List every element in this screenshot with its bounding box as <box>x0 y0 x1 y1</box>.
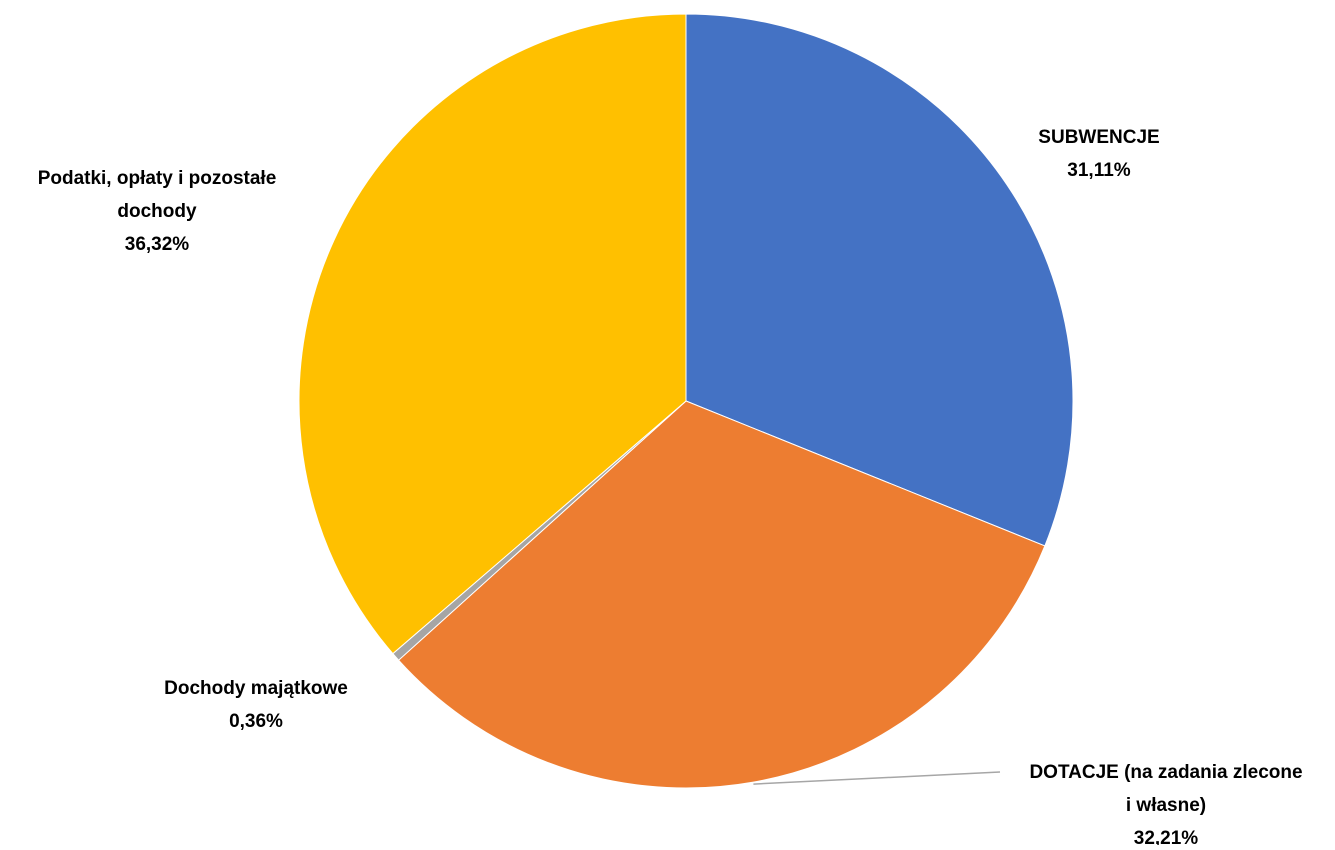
data-label-podatki: Podatki, opłaty i pozostałe dochody 36,32% <box>38 168 277 255</box>
data-label-value-subwencje: 31,11% <box>1067 160 1130 181</box>
data-label-value-dochody-majatkowe: 0,36% <box>229 711 283 732</box>
data-label-value-podatki: 36,32% <box>125 234 190 255</box>
pie-slice-subwencje <box>685 13 1074 547</box>
leader-lines <box>753 771 1001 785</box>
data-label-name-podatki: Podatki, opłaty i pozostałe <box>38 168 277 189</box>
data-label-dochody-majatkowe: Dochody majątkowe 0,36% <box>164 678 348 732</box>
pie-slice-podatki <box>298 13 687 655</box>
data-label-name-subwencje: SUBWENCJE <box>1038 127 1159 148</box>
data-label-value-dotacje: 32,21% <box>1134 828 1199 845</box>
pie-slices <box>298 13 1074 789</box>
data-labels: SUBWENCJE 31,11% DOTACJE (na zadania zleco… <box>38 127 1303 849</box>
data-label-subwencje: SUBWENCJE 31,11% <box>1038 127 1159 181</box>
data-label-name-dotacje: DOTACJE (na zadania zlecone <box>1029 762 1302 783</box>
data-label-dotacje: DOTACJE (na zadania zlecone i własne) 32,2… <box>1029 762 1302 845</box>
data-label-name-podatki: dochody <box>117 201 197 222</box>
data-label-name-dotacje: i własne) <box>1126 795 1206 816</box>
pie-slice-dotacje <box>397 400 1046 789</box>
data-label-name-dochody-majatkowe: Dochody majątkowe <box>164 678 348 699</box>
leader-line-dotacje <box>753 771 1001 785</box>
